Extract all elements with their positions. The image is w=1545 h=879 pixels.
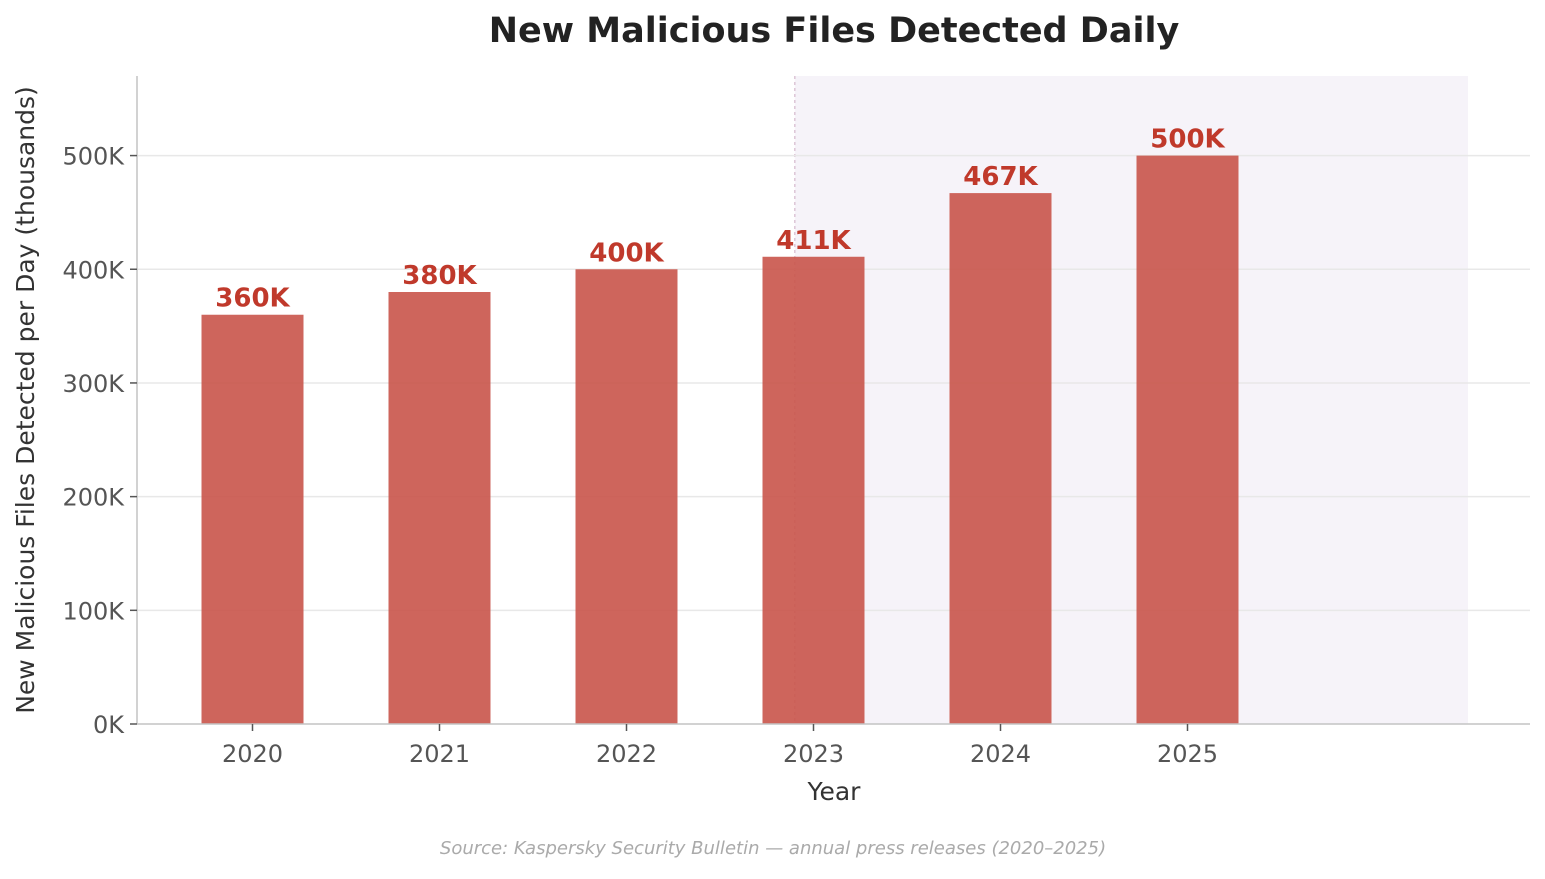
bar-value-label: 400K (589, 238, 664, 268)
y-tick-label: 0K (93, 711, 125, 739)
bar-value-label: 500K (1150, 125, 1225, 155)
bar-value-label: 360K (215, 284, 290, 314)
y-tick-label: 200K (62, 484, 125, 512)
bar-value-label: 380K (402, 261, 477, 291)
x-tick-label: 2021 (409, 740, 470, 768)
x-tick-label: 2020 (222, 740, 283, 768)
bar-2022 (575, 269, 678, 724)
y-tick-label: 400K (62, 256, 125, 284)
x-tick-label: 2022 (596, 740, 657, 768)
x-tick-label: 2025 (1157, 740, 1218, 768)
highlight-region (794, 76, 1468, 724)
y-tick-label: 100K (62, 597, 125, 625)
bar-2025 (1136, 155, 1239, 724)
chart-title: New Malicious Files Detected Daily (489, 11, 1180, 51)
y-axis-label: New Malicious Files Detected per Day (th… (11, 86, 40, 714)
bar-value-label: 411K (776, 226, 851, 256)
bar-2020 (201, 314, 304, 724)
bar-2021 (388, 292, 491, 724)
source-note: Source: Kaspersky Security Bulletin — an… (440, 838, 1106, 859)
y-tick-label: 500K (62, 143, 125, 171)
bar-value-label: 467K (963, 162, 1038, 192)
y-tick-label: 300K (62, 370, 125, 398)
x-tick-label: 2024 (970, 740, 1031, 768)
bar-2024 (949, 193, 1052, 725)
x-axis-label: Year (807, 777, 862, 806)
x-tick-label: 2023 (783, 740, 844, 768)
bar-2023 (762, 256, 865, 724)
